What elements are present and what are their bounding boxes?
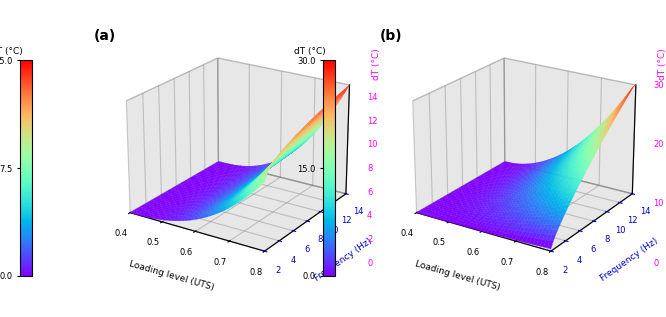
Text: 4: 4 xyxy=(367,211,372,220)
Text: dT (°C): dT (°C) xyxy=(372,49,381,81)
Text: 6: 6 xyxy=(367,188,372,197)
Text: 0: 0 xyxy=(367,259,372,268)
Text: 14: 14 xyxy=(367,93,378,102)
Text: 2: 2 xyxy=(367,235,372,244)
Text: 8: 8 xyxy=(367,164,372,173)
Text: 0: 0 xyxy=(653,259,659,268)
Y-axis label: Frequency (Hz): Frequency (Hz) xyxy=(599,236,660,283)
Text: 12: 12 xyxy=(367,117,378,126)
Y-axis label: dT (°C): dT (°C) xyxy=(294,47,326,56)
Text: 10: 10 xyxy=(653,199,664,208)
Text: 10: 10 xyxy=(367,140,378,149)
Text: dT (°C): dT (°C) xyxy=(658,49,666,81)
X-axis label: Loading level (UTS): Loading level (UTS) xyxy=(127,260,214,293)
Text: (b): (b) xyxy=(380,29,402,43)
Y-axis label: dT (°C): dT (°C) xyxy=(0,47,23,56)
Text: 30: 30 xyxy=(653,81,664,90)
X-axis label: Loading level (UTS): Loading level (UTS) xyxy=(414,260,501,293)
Text: (a): (a) xyxy=(93,29,116,43)
Text: 20: 20 xyxy=(653,140,664,149)
Y-axis label: Frequency (Hz): Frequency (Hz) xyxy=(312,236,374,283)
